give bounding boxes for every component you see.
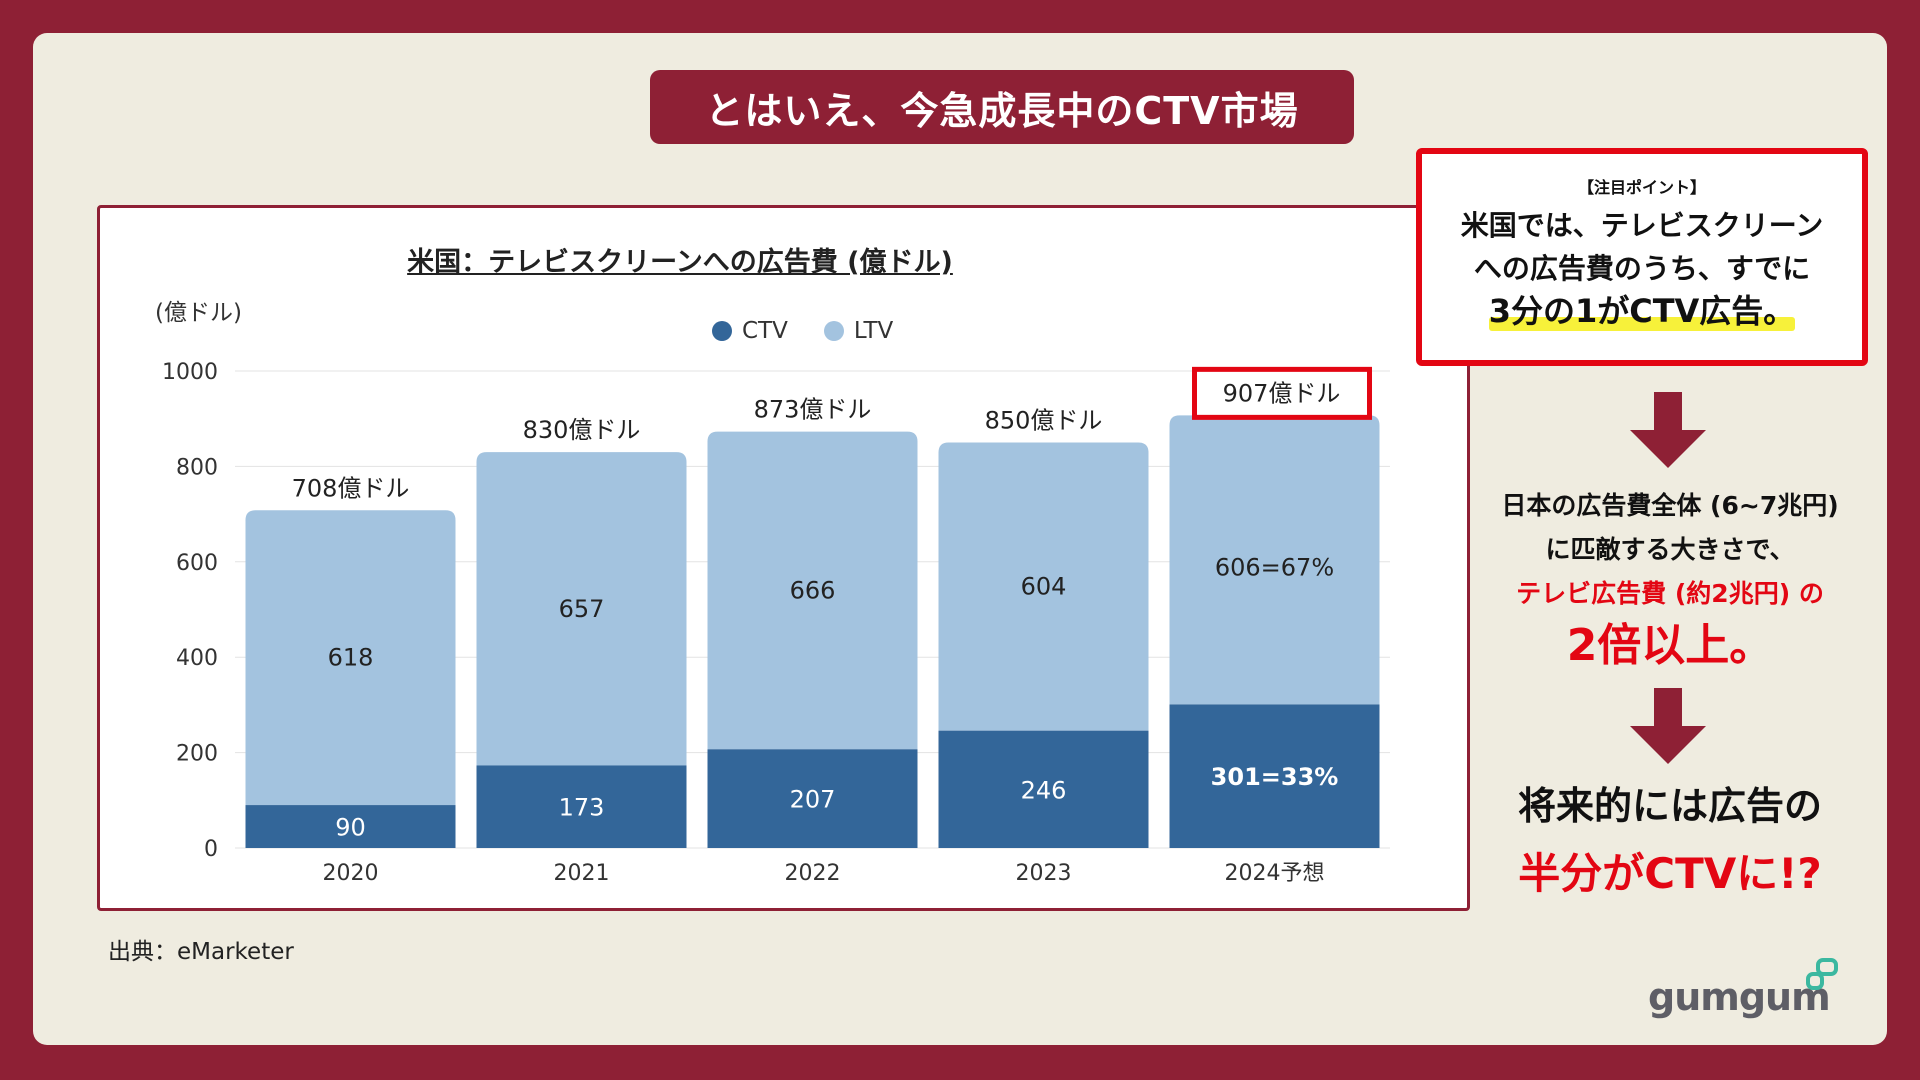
y-tick-label: 400	[176, 646, 218, 671]
data-label-ltv: 606=67%	[1215, 553, 1334, 581]
data-label-ltv: 604	[1021, 573, 1067, 601]
data-label-ltv: 657	[559, 595, 605, 623]
chart-legend: CTV LTV	[712, 318, 893, 344]
y-axis-unit-label: (億ドル)	[155, 300, 242, 326]
data-label-ctv: 301=33%	[1211, 763, 1339, 791]
legend-item-ctv: CTV	[712, 318, 788, 344]
key-point-box: 【注目ポイント】 米国では、テレビスクリーン への広告費のうち、すでに 3分の1…	[1416, 148, 1868, 366]
bar-ctv	[707, 749, 918, 848]
total-label: 873億ドル	[754, 396, 872, 424]
bar-ltv	[707, 431, 918, 750]
down-arrow-icon	[1630, 688, 1706, 764]
data-label-ltv: 666	[790, 576, 836, 604]
bar-ltv	[245, 510, 456, 806]
key-point-line-3: 3分の1がCTV広告。	[1488, 292, 1796, 330]
bar-ltv	[1169, 415, 1380, 705]
y-tick-label: 800	[176, 455, 218, 480]
data-label-ctv: 173	[559, 794, 605, 822]
side-text-emphasis: 2倍以上。	[1566, 620, 1774, 671]
total-label: 907億ドル	[1223, 379, 1341, 407]
data-label-ctv: 207	[790, 786, 836, 814]
gumgum-logo: gumgum	[1648, 975, 1831, 1019]
legend-item-ltv: LTV	[823, 318, 894, 344]
stacked-bar-chart: 0 200 400 600 800 1000 618 90 708億ドル 2020 657 173 83…	[162, 360, 1390, 886]
gumgum-logo-icon	[1806, 958, 1838, 990]
legend-label-ctv: CTV	[742, 318, 788, 344]
data-label-ltv: 618	[328, 644, 374, 672]
y-tick-label: 200	[176, 742, 218, 767]
bar-ctv	[476, 765, 687, 848]
y-tick-label: 1000	[162, 360, 218, 385]
bar-ctv	[938, 730, 1149, 848]
legend-label-ltv: LTV	[853, 318, 894, 344]
page-title: とはいえ、今急成長中のCTV市場	[650, 70, 1354, 144]
x-tick-label: 2023	[1016, 861, 1072, 886]
key-point-highlight: 3分の1がCTV広告。	[1488, 290, 1796, 333]
source-note: 出典：eMarketer	[108, 939, 294, 965]
bar-ltv	[938, 442, 1149, 731]
legend-dot-ctv	[712, 321, 732, 341]
total-highlight-frame	[1192, 366, 1372, 420]
side-text-line-2: に匹敵する大きさで、	[1545, 535, 1795, 564]
data-label-ctv: 246	[1021, 776, 1067, 804]
key-point-line-2: への広告費のうち、すでに	[1473, 252, 1811, 285]
x-tick-label: 2021	[554, 861, 610, 886]
total-label: 708億ドル	[292, 474, 410, 502]
side-text-line-5: 将来的には広告の	[1517, 784, 1822, 828]
bar-ctv	[245, 805, 456, 848]
y-tick-label: 600	[176, 551, 218, 576]
data-label-ctv: 90	[335, 814, 366, 842]
chart-container: 0 200 400 600 800 1000 618 90 708億ドル 2020 657 173 83…	[97, 205, 1470, 911]
key-point-line-1: 米国では、テレビスクリーン	[1460, 209, 1824, 242]
chart-title: 米国：テレビスクリーンへの広告費 (億ドル)	[407, 247, 953, 278]
total-label: 850億ドル	[985, 407, 1103, 435]
key-point-heading: 【注目ポイント】	[1577, 178, 1706, 197]
x-tick-label: 2022	[785, 861, 841, 886]
side-text-line-3: テレビ広告費 (約2兆円) の	[1516, 579, 1824, 608]
bar-ctv	[1169, 704, 1380, 848]
total-label: 830億ドル	[523, 416, 641, 444]
x-tick-label: 2024予想	[1225, 861, 1325, 886]
x-tick-label: 2020	[323, 861, 379, 886]
bar-ltv	[476, 452, 687, 766]
down-arrow-icon	[1630, 392, 1706, 468]
side-text-line-1: 日本の広告費全体 (6~7兆円)	[1501, 491, 1839, 520]
side-text-line-6: 半分がCTVに!?	[1518, 849, 1822, 898]
y-tick-label: 0	[204, 837, 218, 862]
legend-dot-ltv	[823, 321, 844, 341]
